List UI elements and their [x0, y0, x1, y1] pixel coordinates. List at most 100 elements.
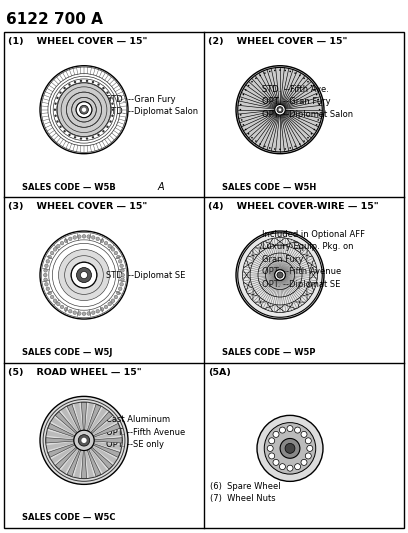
- Polygon shape: [87, 449, 101, 477]
- Circle shape: [86, 138, 88, 140]
- Circle shape: [80, 79, 82, 82]
- Circle shape: [74, 136, 76, 139]
- Circle shape: [294, 146, 296, 147]
- Circle shape: [91, 311, 95, 314]
- Polygon shape: [81, 450, 86, 479]
- Circle shape: [111, 115, 113, 117]
- Circle shape: [257, 415, 323, 481]
- Circle shape: [98, 83, 100, 86]
- Circle shape: [111, 299, 115, 303]
- Polygon shape: [81, 402, 86, 430]
- Circle shape: [305, 438, 311, 444]
- Circle shape: [78, 312, 81, 316]
- Circle shape: [299, 143, 301, 145]
- Circle shape: [102, 87, 104, 90]
- Text: Included in Optional AFF
Luxury Equip. Pkg. on
Gran Fury
OPT. --Fifth Avenue
OPT: Included in Optional AFF Luxury Equip. P…: [262, 230, 365, 288]
- Text: STD. --Diplomat SE: STD. --Diplomat SE: [106, 271, 185, 279]
- Circle shape: [111, 247, 115, 251]
- Polygon shape: [89, 407, 107, 432]
- Text: A: A: [158, 182, 164, 192]
- Circle shape: [44, 278, 47, 281]
- Circle shape: [248, 85, 249, 86]
- Polygon shape: [91, 411, 113, 434]
- Circle shape: [96, 310, 100, 313]
- Circle shape: [76, 102, 92, 118]
- Circle shape: [68, 83, 71, 86]
- Circle shape: [87, 312, 91, 316]
- Polygon shape: [48, 423, 75, 437]
- Circle shape: [303, 140, 305, 142]
- Circle shape: [108, 244, 111, 248]
- Circle shape: [74, 430, 94, 450]
- Circle shape: [240, 114, 242, 116]
- Circle shape: [71, 262, 97, 288]
- Circle shape: [82, 312, 86, 316]
- Circle shape: [50, 295, 54, 299]
- Circle shape: [316, 124, 317, 126]
- Circle shape: [279, 464, 286, 470]
- Circle shape: [109, 96, 112, 99]
- Circle shape: [63, 130, 66, 133]
- Circle shape: [53, 247, 57, 251]
- Circle shape: [73, 311, 77, 314]
- Text: SALES CODE — W5J: SALES CODE — W5J: [22, 348, 112, 357]
- Polygon shape: [74, 450, 83, 478]
- Circle shape: [310, 133, 312, 135]
- Circle shape: [109, 120, 112, 123]
- Circle shape: [69, 310, 72, 313]
- Circle shape: [269, 147, 271, 149]
- Text: (4)    WHEEL COVER-WIRE — 15": (4) WHEEL COVER-WIRE — 15": [208, 203, 379, 211]
- Circle shape: [50, 251, 54, 255]
- Circle shape: [255, 77, 257, 79]
- Circle shape: [301, 431, 307, 438]
- Circle shape: [54, 102, 57, 105]
- Polygon shape: [55, 411, 78, 434]
- Circle shape: [69, 237, 72, 240]
- Circle shape: [295, 427, 301, 433]
- Polygon shape: [67, 404, 81, 431]
- Circle shape: [236, 66, 324, 154]
- Polygon shape: [89, 448, 107, 474]
- Circle shape: [102, 130, 104, 133]
- Circle shape: [251, 137, 253, 139]
- Circle shape: [54, 109, 56, 111]
- Circle shape: [269, 453, 275, 459]
- Circle shape: [80, 271, 88, 279]
- Circle shape: [40, 66, 128, 154]
- Circle shape: [284, 148, 286, 150]
- Circle shape: [277, 272, 283, 278]
- Circle shape: [91, 236, 95, 239]
- Circle shape: [239, 109, 241, 110]
- Circle shape: [264, 146, 266, 147]
- Circle shape: [307, 446, 313, 451]
- Circle shape: [313, 89, 315, 91]
- Circle shape: [280, 439, 300, 458]
- Circle shape: [120, 282, 123, 286]
- Circle shape: [48, 255, 51, 259]
- Circle shape: [57, 302, 60, 306]
- Circle shape: [273, 431, 279, 438]
- Circle shape: [121, 269, 124, 272]
- Circle shape: [117, 255, 120, 259]
- Polygon shape: [94, 442, 122, 450]
- Circle shape: [44, 282, 48, 286]
- Circle shape: [245, 89, 246, 91]
- Circle shape: [248, 133, 249, 135]
- Circle shape: [279, 427, 286, 433]
- Circle shape: [279, 69, 281, 71]
- Circle shape: [60, 305, 64, 309]
- Circle shape: [274, 148, 276, 150]
- Text: SALES CODE — W5B: SALES CODE — W5B: [22, 183, 116, 192]
- Circle shape: [98, 134, 100, 136]
- Circle shape: [56, 120, 59, 123]
- Circle shape: [78, 434, 90, 446]
- Circle shape: [305, 453, 311, 459]
- Circle shape: [86, 79, 88, 82]
- Circle shape: [74, 81, 76, 83]
- Circle shape: [121, 273, 124, 277]
- Polygon shape: [60, 407, 79, 432]
- Circle shape: [245, 128, 246, 130]
- Circle shape: [287, 465, 293, 471]
- Circle shape: [57, 244, 60, 248]
- Circle shape: [295, 464, 301, 470]
